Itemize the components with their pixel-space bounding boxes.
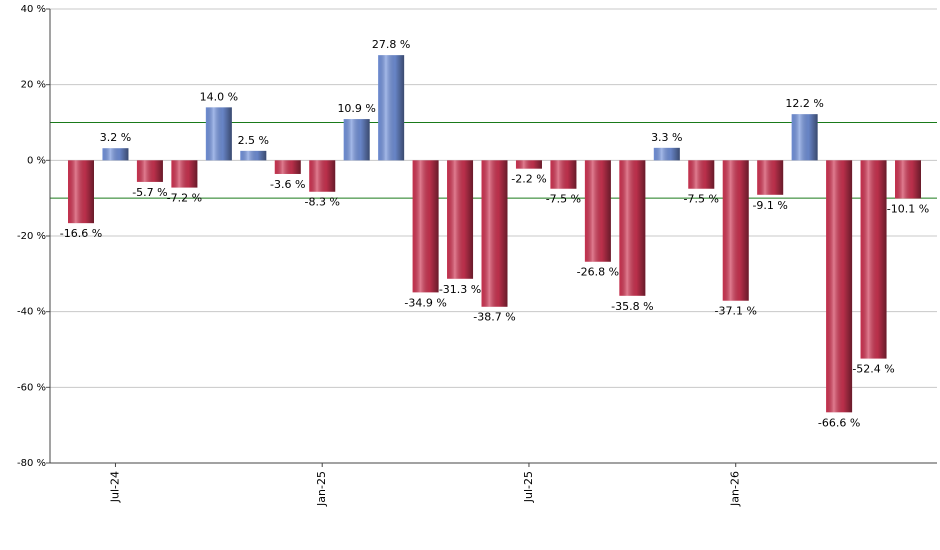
value-label: -52.4 % — [852, 363, 894, 376]
bar-shade — [826, 160, 853, 413]
bar-shade — [722, 160, 749, 301]
bar-shade — [171, 160, 198, 188]
bar-shade — [757, 160, 784, 195]
bar-shade — [274, 160, 301, 174]
bar-shade — [653, 147, 680, 161]
bar-shade — [791, 114, 818, 161]
value-label: -2.2 % — [511, 173, 546, 186]
bar-shade — [205, 107, 232, 161]
bar-shade — [688, 160, 715, 189]
y-tick-label: 20 % — [21, 80, 46, 91]
value-label: -9.1 % — [752, 199, 787, 212]
y-tick-label: 0 % — [27, 155, 46, 166]
x-tick-label: Jul-24 — [108, 471, 121, 503]
y-tick-label: -60 % — [17, 382, 46, 393]
value-label: 3.3 % — [651, 131, 682, 144]
value-label: -7.2 % — [167, 192, 202, 205]
y-tick-label: -40 % — [17, 307, 46, 318]
bar-shade — [343, 119, 370, 161]
value-label: 12.2 % — [785, 97, 823, 110]
bar-shade — [860, 160, 887, 359]
x-tick-label: Jan-26 — [729, 471, 742, 507]
y-tick-label: -20 % — [17, 231, 46, 242]
bar-shade — [378, 55, 405, 161]
y-tick-label: -80 % — [17, 458, 46, 469]
value-label: -35.8 % — [611, 300, 653, 313]
value-label: -31.3 % — [439, 283, 481, 296]
x-tick-label: Jan-25 — [315, 471, 328, 507]
value-label: -26.8 % — [577, 266, 619, 279]
value-label: -34.9 % — [404, 296, 446, 309]
bar-shade — [584, 160, 611, 262]
value-label: -8.3 % — [304, 196, 339, 209]
bar-shade — [895, 160, 921, 199]
value-label: 3.2 % — [100, 131, 131, 144]
value-label: -37.1 % — [714, 305, 756, 318]
value-label: -7.5 % — [684, 193, 719, 206]
value-label: -7.5 % — [546, 193, 581, 206]
value-label: -66.6 % — [818, 416, 860, 429]
bar-shade — [515, 160, 542, 169]
x-tick-label: Jul-25 — [522, 471, 535, 503]
value-label: 10.9 % — [337, 102, 375, 115]
bar-shade — [619, 160, 646, 296]
bar-shade — [68, 160, 94, 224]
value-label: 2.5 % — [238, 134, 269, 147]
bar-shade — [240, 150, 267, 161]
value-label: 27.8 % — [372, 38, 410, 51]
y-tick-label: 40 % — [21, 4, 46, 15]
bar-shade — [309, 160, 336, 192]
bar-shade — [102, 148, 129, 161]
value-label: -38.7 % — [473, 311, 515, 324]
value-label: 14.0 % — [200, 90, 238, 103]
bar-shade — [481, 160, 508, 307]
bar-shade — [136, 160, 163, 182]
bar-shade — [412, 160, 439, 293]
value-label: -16.6 % — [60, 227, 102, 240]
value-label: -3.6 % — [270, 178, 305, 191]
value-label: -10.1 % — [887, 203, 929, 216]
bar-shade — [447, 160, 474, 279]
bar-shade — [550, 160, 577, 189]
value-label: -5.7 % — [132, 186, 167, 199]
